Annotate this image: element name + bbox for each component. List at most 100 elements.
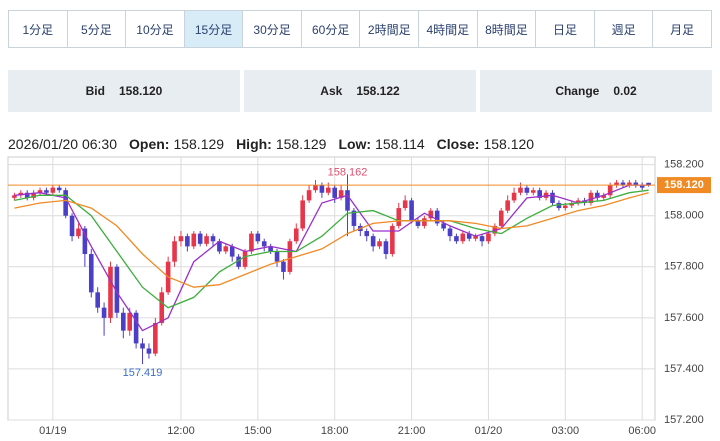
candle-body bbox=[121, 312, 126, 331]
timeframe-tab[interactable]: 60分足 bbox=[302, 11, 361, 47]
candle-body bbox=[37, 190, 43, 193]
time: 2026/01/20 06:30 bbox=[8, 136, 117, 152]
x-tick-label: 01/20 bbox=[475, 425, 503, 437]
timeframe-tab[interactable]: 1分足 bbox=[9, 11, 68, 47]
candle-body bbox=[345, 190, 350, 211]
candle-body bbox=[261, 241, 267, 247]
y-tick-label: 157.600 bbox=[664, 312, 704, 324]
quote-bar: Bid 158.120 Ask 158.122 Change 0.02 bbox=[8, 70, 712, 112]
y-tick-label: 157.800 bbox=[664, 261, 704, 273]
candle-body bbox=[12, 195, 17, 198]
ohlc-label: Close: bbox=[436, 136, 480, 152]
quote-box: Change 0.02 bbox=[480, 70, 712, 112]
candle-body bbox=[95, 292, 100, 308]
timeframe-tab[interactable]: 10分足 bbox=[126, 11, 185, 47]
candle-body bbox=[127, 312, 133, 331]
candle-body bbox=[249, 233, 254, 252]
candle-body bbox=[402, 200, 408, 209]
quote-box: Bid 158.120 bbox=[8, 70, 240, 112]
candle-body bbox=[274, 251, 280, 262]
x-tick-label: 21:00 bbox=[398, 425, 426, 437]
candle-body bbox=[460, 233, 466, 242]
candle-body bbox=[146, 348, 152, 354]
candle-body bbox=[313, 185, 318, 191]
candle-body bbox=[614, 182, 619, 186]
timeframe-tab[interactable]: 月足 bbox=[670, 22, 695, 37]
ohlc-value: 158.114 bbox=[375, 136, 425, 152]
x-tick-label: 06:00 bbox=[628, 425, 656, 437]
candle-body bbox=[242, 251, 248, 267]
candle-body bbox=[255, 233, 261, 242]
candle-body bbox=[633, 182, 639, 186]
ohlc-value: 158.129 bbox=[173, 136, 225, 152]
candle-body bbox=[293, 228, 299, 242]
timeframe-tab[interactable]: 30分足 bbox=[243, 11, 302, 47]
candle-body bbox=[530, 190, 536, 193]
candle-body bbox=[646, 182, 651, 186]
ohlc-header: 2026/01/20 06:30 Open: 158.129 High: 158.129… bbox=[8, 136, 534, 152]
candle-body bbox=[422, 218, 427, 226]
x-tick-label: 18:00 bbox=[321, 425, 349, 437]
ohlc-label: Low: bbox=[338, 136, 372, 152]
candle-body bbox=[236, 256, 241, 267]
candle-body bbox=[588, 192, 594, 203]
candle-body bbox=[627, 182, 632, 186]
candle-body bbox=[415, 220, 421, 226]
timeframe-tabs: 1分足 5分足 10分足 15分足 30分足 60分足 2時間足 4時間足 8時間足 日足 週足 月足 bbox=[8, 10, 712, 48]
candle-body bbox=[338, 190, 344, 198]
timeframe-tab[interactable]: 8時間足 bbox=[478, 11, 537, 47]
candle-body bbox=[140, 343, 145, 349]
candle-body bbox=[498, 210, 504, 226]
candle-body bbox=[133, 312, 139, 344]
candle-body bbox=[88, 254, 94, 293]
candle-body bbox=[229, 246, 235, 257]
moving-average-line bbox=[14, 192, 649, 288]
timeframe-tab[interactable]: 4時間足 bbox=[419, 11, 478, 47]
candle-body bbox=[505, 200, 510, 211]
candle-body bbox=[210, 236, 216, 242]
candle-body bbox=[479, 236, 485, 242]
candle-body bbox=[428, 210, 434, 219]
last-price-box bbox=[657, 177, 711, 194]
candle-body bbox=[607, 185, 613, 196]
quote-value: 158.120 bbox=[118, 84, 163, 98]
x-tick-label: 01/19 bbox=[39, 425, 67, 437]
timeframe-tab[interactable]: 週足 bbox=[595, 11, 654, 47]
candle-body bbox=[24, 192, 30, 198]
candle-body bbox=[223, 246, 229, 252]
quote-value: 0.02 bbox=[613, 84, 637, 98]
timeframe-tab[interactable]: 2時間足 bbox=[360, 11, 420, 47]
quote-value: 158.122 bbox=[356, 84, 400, 98]
last-price-label: 158.120 bbox=[664, 179, 704, 191]
ohlc-label: High: bbox=[236, 136, 272, 152]
candle-body bbox=[370, 236, 376, 247]
candle-body bbox=[108, 266, 113, 318]
candle-body bbox=[306, 190, 312, 201]
candle-body bbox=[217, 241, 222, 252]
timeframe-tab[interactable]: 日足 bbox=[536, 11, 595, 47]
candle-body bbox=[76, 228, 81, 237]
candle-body bbox=[511, 192, 517, 201]
candle-body bbox=[454, 236, 459, 242]
candle-body bbox=[332, 187, 338, 198]
timeframe-tab[interactable]: 15分足 bbox=[184, 11, 244, 47]
candle-body bbox=[447, 228, 453, 237]
candle-body bbox=[595, 192, 600, 198]
ohlc-value: 158.120 bbox=[483, 136, 535, 152]
candle-body bbox=[364, 231, 370, 237]
quote-label: Change bbox=[555, 84, 600, 98]
candle-body bbox=[114, 266, 120, 313]
candle-body bbox=[56, 187, 62, 191]
candle-body bbox=[563, 205, 568, 209]
x-tick-label: 15:00 bbox=[244, 425, 272, 437]
ohlc-value: 158.129 bbox=[275, 136, 327, 152]
candle-body bbox=[473, 236, 478, 239]
candle-body bbox=[518, 187, 523, 193]
candle-body bbox=[50, 187, 56, 193]
moving-average-line bbox=[14, 189, 649, 309]
candle-body bbox=[287, 241, 293, 272]
extreme-label: 157.419 bbox=[123, 367, 163, 379]
timeframe-tab[interactable]: 5分足 bbox=[68, 11, 127, 47]
candle-body bbox=[159, 292, 165, 323]
